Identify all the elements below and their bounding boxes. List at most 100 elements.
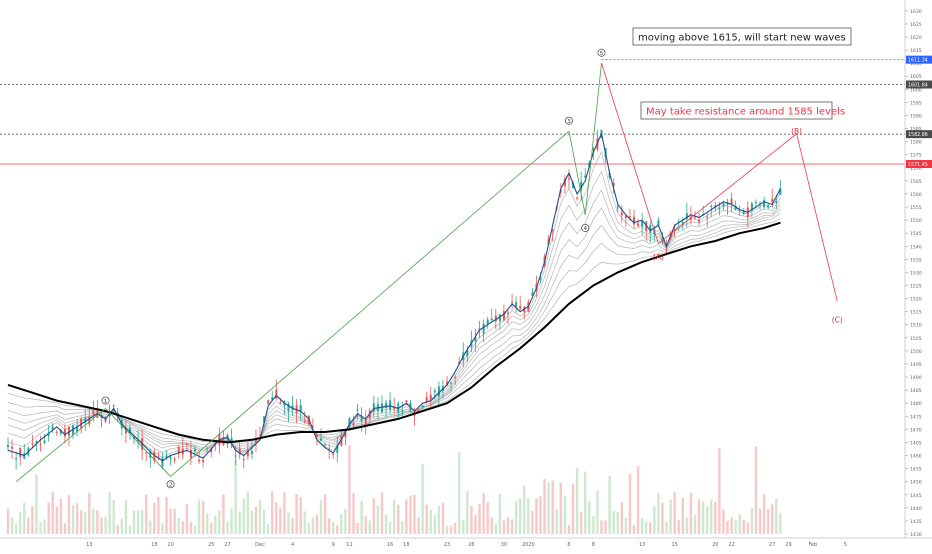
volume-bar (157, 496, 160, 534)
candle-body (401, 410, 404, 413)
price-tick-label: 1580 (910, 140, 922, 146)
volume-bar (92, 508, 95, 534)
volume-bar (258, 499, 262, 534)
candle-body (624, 215, 627, 218)
volume-bar (136, 510, 140, 534)
volume-bar (547, 482, 550, 534)
volume-bars (6, 444, 782, 534)
volume-bar (128, 525, 132, 534)
volume-bar (124, 500, 128, 534)
horizontal-levels (0, 59, 905, 165)
candle-body (198, 459, 201, 462)
volume-bar (640, 518, 644, 534)
volume-bar (279, 507, 282, 534)
volume-bar (628, 473, 632, 534)
volume-bar (299, 496, 302, 534)
volume-bar (84, 511, 87, 534)
volume-bar (181, 521, 184, 534)
volume-bar (340, 513, 343, 534)
candle-body (364, 419, 367, 426)
price-tick-label: 1610 (910, 61, 922, 67)
volume-bar (490, 517, 493, 534)
candle-body (580, 181, 583, 191)
ribbon-line (7, 208, 781, 449)
time-tick-label: 4 (291, 542, 294, 548)
candle-body (433, 390, 436, 393)
wave-label: 2 (169, 483, 173, 489)
candle-body (169, 457, 172, 459)
candle-body (275, 389, 278, 399)
volume-bar (59, 498, 63, 534)
candle-body (43, 440, 46, 444)
candle-body (490, 318, 493, 321)
volume-bar (421, 463, 424, 534)
wave-segment (15, 408, 106, 482)
volume-bar (563, 496, 567, 534)
price-tick-label: 1495 (910, 362, 922, 368)
candle-body (380, 403, 383, 413)
volume-bar (510, 519, 514, 534)
volume-bar (311, 517, 315, 534)
volume-bar (762, 494, 766, 534)
volume-bar (149, 520, 152, 534)
candle-body (177, 446, 180, 454)
price-tick-label: 1460 (910, 454, 922, 460)
volume-bar (43, 519, 46, 534)
volume-bar (173, 508, 176, 534)
volume-bar (75, 503, 79, 534)
candle-body (620, 212, 623, 216)
volume-bar (372, 498, 376, 534)
price-tick-label: 1475 (910, 414, 922, 420)
volume-bar (758, 508, 762, 534)
candle-body (51, 426, 54, 430)
volume-bar (771, 503, 774, 534)
candle-body (287, 403, 290, 412)
volume-bar (169, 508, 172, 534)
candle-body (161, 457, 164, 467)
volume-bar (100, 517, 103, 534)
volume-bar (738, 514, 741, 534)
candle-body (230, 437, 233, 444)
time-tick-label: 27 (224, 542, 230, 548)
volume-bar (327, 518, 331, 534)
candle-body (303, 421, 306, 423)
time-tick-label: 2020 (522, 542, 535, 548)
candle-body (389, 400, 392, 410)
price-tick-label: 1590 (910, 113, 922, 119)
price-tick-label: 1575 (910, 153, 922, 159)
volume-bar (108, 492, 111, 534)
volume-bar (120, 518, 124, 534)
volume-bar (291, 517, 294, 534)
volume-bar (230, 508, 233, 534)
candle-body (637, 223, 640, 227)
candle-body (279, 402, 282, 404)
candle-body (242, 459, 245, 461)
candle-body (425, 397, 428, 402)
candle-body (661, 237, 664, 242)
volume-bar (693, 514, 697, 534)
volume-bar (254, 506, 258, 534)
volume-bar (10, 517, 14, 534)
time-tick-label: 30 (501, 542, 507, 548)
time-tick-label: 26 (468, 542, 474, 548)
candle-body (706, 216, 709, 218)
price-tick-label: 1620 (910, 35, 922, 41)
volume-bar (177, 517, 180, 534)
candle-body (698, 219, 701, 223)
volume-bar (344, 508, 347, 534)
candle-body (7, 444, 9, 448)
candle-body (320, 438, 323, 441)
volume-bar (392, 499, 396, 534)
price-tick-label: 1450 (910, 480, 922, 486)
wave-label-circle (597, 48, 606, 57)
price-tick-label: 1465 (910, 440, 922, 446)
volume-bar (478, 503, 481, 534)
candle-body (393, 406, 396, 409)
volume-bar (214, 515, 217, 534)
volume-bar (218, 510, 221, 534)
candle-body (677, 221, 680, 223)
volume-bar (612, 511, 615, 534)
